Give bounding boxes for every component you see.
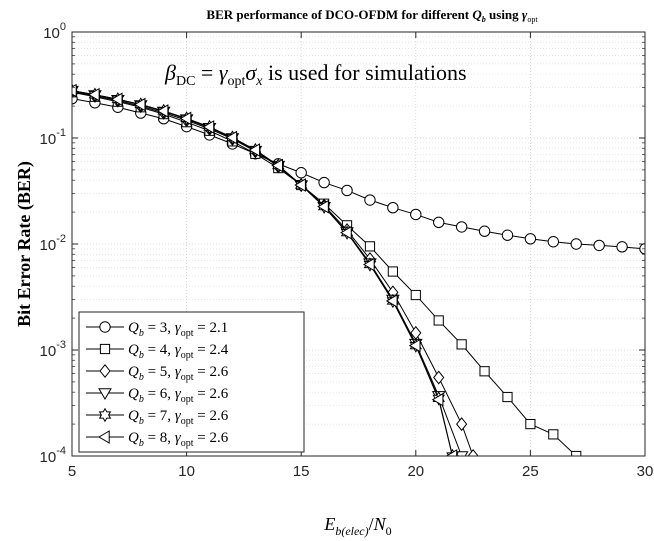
data-point <box>445 449 458 456</box>
data-point <box>433 370 445 385</box>
data-point <box>455 221 468 233</box>
data-point <box>248 143 261 157</box>
x-tick-labels: 5 10 15 20 25 30 <box>68 463 654 480</box>
data-point <box>385 294 398 308</box>
legend-label: Qb = 3, γopt = 2.1 <box>128 320 228 339</box>
y-axis-title: Bit Error Rate (BER) <box>14 161 35 327</box>
legend-marker <box>99 321 111 333</box>
x-tick-label: 5 <box>68 463 76 480</box>
data-point <box>110 92 123 107</box>
legend-entry: Qb = 7, γopt = 2.6 <box>86 407 229 427</box>
legend-label: Qb = 8, γopt = 2.6 <box>128 430 229 449</box>
x-axis-title: Eb(elec)/N0 <box>323 514 391 538</box>
data-point <box>478 225 491 237</box>
legend-entry: Qb = 4, γopt = 2.4 <box>86 342 229 361</box>
legend-box <box>78 311 305 453</box>
legend-marker <box>98 388 112 400</box>
data-point <box>225 130 238 145</box>
data-point <box>387 266 398 277</box>
x-tick-label: 15 <box>293 463 310 480</box>
x-tick-label: 10 <box>178 463 195 480</box>
data-point <box>467 448 479 456</box>
data-point <box>294 178 306 192</box>
data-point <box>525 418 536 430</box>
series-layer <box>72 83 645 456</box>
data-point <box>410 208 422 221</box>
data-point <box>410 289 421 301</box>
y-tick-label: 100 <box>43 21 66 42</box>
data-point <box>387 202 399 214</box>
legend-entry: Qb = 3, γopt = 2.1 <box>86 320 228 339</box>
data-point <box>433 216 445 229</box>
legend-entry: Qb = 5, γopt = 2.6 <box>86 363 229 383</box>
data-point <box>570 238 582 250</box>
data-point <box>502 391 513 403</box>
data-point <box>524 233 537 245</box>
data-point <box>271 158 283 173</box>
data-point <box>133 97 146 112</box>
series-8 <box>72 83 458 456</box>
y-tick-label: 10-3 <box>40 339 66 360</box>
data-point <box>87 87 100 102</box>
data-point <box>456 417 468 432</box>
annotation-text: βDC = γoptσx is used for simulations <box>164 60 467 89</box>
legend-label: Qb = 4, γopt = 2.4 <box>128 342 229 361</box>
legend-marker <box>99 363 111 379</box>
data-point <box>318 176 330 189</box>
legend-marker <box>98 430 110 444</box>
data-point <box>593 239 605 252</box>
tick-marks <box>71 31 646 457</box>
data-point <box>364 194 376 206</box>
y-tick-label: 10-1 <box>40 127 66 148</box>
data-point <box>501 229 514 241</box>
grid-minor <box>72 36 645 425</box>
data-point <box>479 366 490 377</box>
x-tick-label: 25 <box>522 463 539 480</box>
legend-label: Qb = 6, γopt = 2.6 <box>128 386 229 405</box>
legend-label: Qb = 5, γopt = 2.6 <box>128 364 229 383</box>
data-point <box>202 120 215 134</box>
y-tick-label: 10-2 <box>40 233 66 254</box>
legend-label: Qb = 7, γopt = 2.6 <box>128 408 229 427</box>
legend-entry: Qb = 8, γopt = 2.6 <box>86 430 229 449</box>
data-point <box>548 429 559 440</box>
y-tick-label: 10-4 <box>40 445 66 466</box>
legend-marker <box>98 407 112 423</box>
data-point <box>295 167 307 179</box>
data-point <box>456 339 467 350</box>
data-point <box>364 241 376 252</box>
x-tick-label: 20 <box>407 463 424 480</box>
data-point <box>431 392 444 407</box>
x-tick-label: 30 <box>637 463 654 480</box>
chart-title: BER performance of DCO-OFDM for differen… <box>206 7 538 24</box>
data-point <box>341 184 353 197</box>
data-point <box>156 104 169 118</box>
data-point <box>547 236 560 248</box>
data-point <box>616 241 628 253</box>
legend: Qb = 3, γopt = 2.1 Qb = 4, γopt = 2.4 Qb =… <box>78 311 305 453</box>
data-point <box>362 257 375 272</box>
data-point <box>179 111 192 126</box>
data-point <box>340 225 352 240</box>
y-tick-labels: 10-4 10-3 10-2 10-1 100 <box>40 21 66 466</box>
data-point <box>454 451 469 456</box>
legend-marker <box>99 343 111 355</box>
data-point <box>433 315 444 326</box>
data-point <box>317 199 329 214</box>
legend-entry: Qb = 6, γopt = 2.6 <box>86 386 229 405</box>
data-point <box>408 338 421 353</box>
